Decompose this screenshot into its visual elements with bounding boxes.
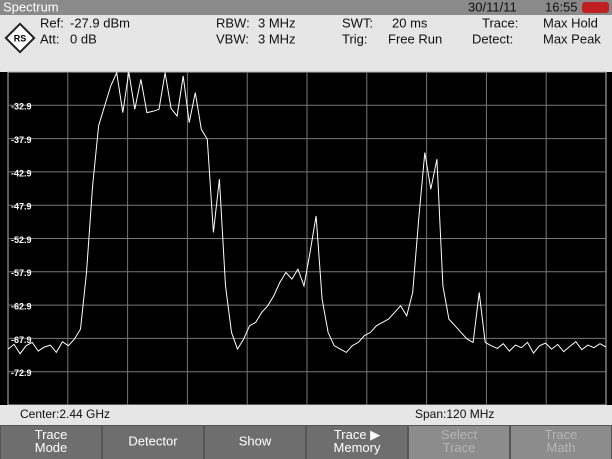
y-tick-label: -52.9 xyxy=(11,235,32,245)
footer-panel xyxy=(0,405,612,425)
title-bar xyxy=(0,0,612,15)
softkey[interactable] xyxy=(103,426,203,459)
detect: Max Peak xyxy=(543,31,601,46)
y-tick-label: -37.9 xyxy=(11,135,32,145)
vbw: 3 MHz xyxy=(258,31,296,46)
softkey[interactable] xyxy=(511,426,611,459)
att-label: Att: xyxy=(40,31,60,46)
softkey-label: Trace xyxy=(545,427,578,442)
ref: -27.9 dBm xyxy=(70,15,130,30)
softkey[interactable] xyxy=(409,426,509,459)
rbw: 3 MHz xyxy=(258,15,296,30)
span: Span:120 MHz xyxy=(415,407,494,421)
detect-label: Detect: xyxy=(472,31,513,46)
softkey[interactable] xyxy=(1,426,101,459)
trig: Free Run xyxy=(388,31,442,46)
softkey-label: Detector xyxy=(128,433,178,448)
y-tick-label: -32.9 xyxy=(11,102,32,112)
softkey-bar xyxy=(0,425,612,459)
softkey-label: Mode xyxy=(35,440,68,455)
softkey-label: Memory xyxy=(334,440,381,455)
y-tick-label: -47.9 xyxy=(11,202,32,212)
ref-label: Ref: xyxy=(40,15,64,30)
trace: Max Hold xyxy=(543,15,598,30)
y-tick-label: -62.9 xyxy=(11,301,32,311)
logo-text: RS xyxy=(14,33,27,43)
softkey[interactable] xyxy=(205,426,305,459)
swt: 20 ms xyxy=(392,15,428,30)
softkey-label: Trace xyxy=(35,427,68,442)
grid xyxy=(8,72,606,405)
logo xyxy=(4,22,36,54)
date: 30/11/11 xyxy=(468,0,517,14)
att: 0 dB xyxy=(70,31,97,46)
softkey[interactable] xyxy=(307,426,407,459)
trace xyxy=(8,72,606,355)
trace-label: Trace: xyxy=(482,15,518,30)
y-tick-label: -42.9 xyxy=(11,168,32,178)
y-tick-label: -57.9 xyxy=(11,268,32,278)
softkey-label: Trace ▶ xyxy=(334,427,380,442)
softkey-label: Trace xyxy=(443,440,476,455)
y-tick-label: -67.9 xyxy=(11,335,32,345)
swt-label: SWT: xyxy=(342,15,373,30)
center: Center:2.44 GHz xyxy=(20,407,110,421)
back-button[interactable] xyxy=(582,2,609,13)
rbw-label: RBW: xyxy=(216,15,250,30)
y-tick-label: -72.9 xyxy=(11,368,32,378)
softkey-label: Show xyxy=(239,433,272,448)
vbw-label: VBW: xyxy=(216,31,249,46)
trig-label: Trig: xyxy=(342,31,368,46)
title: Spectrum xyxy=(3,0,59,14)
time: 16:55 xyxy=(545,0,578,14)
header-spacer xyxy=(0,58,612,72)
softkey-label: Math xyxy=(547,440,576,455)
softkey-label: Select xyxy=(441,427,478,442)
